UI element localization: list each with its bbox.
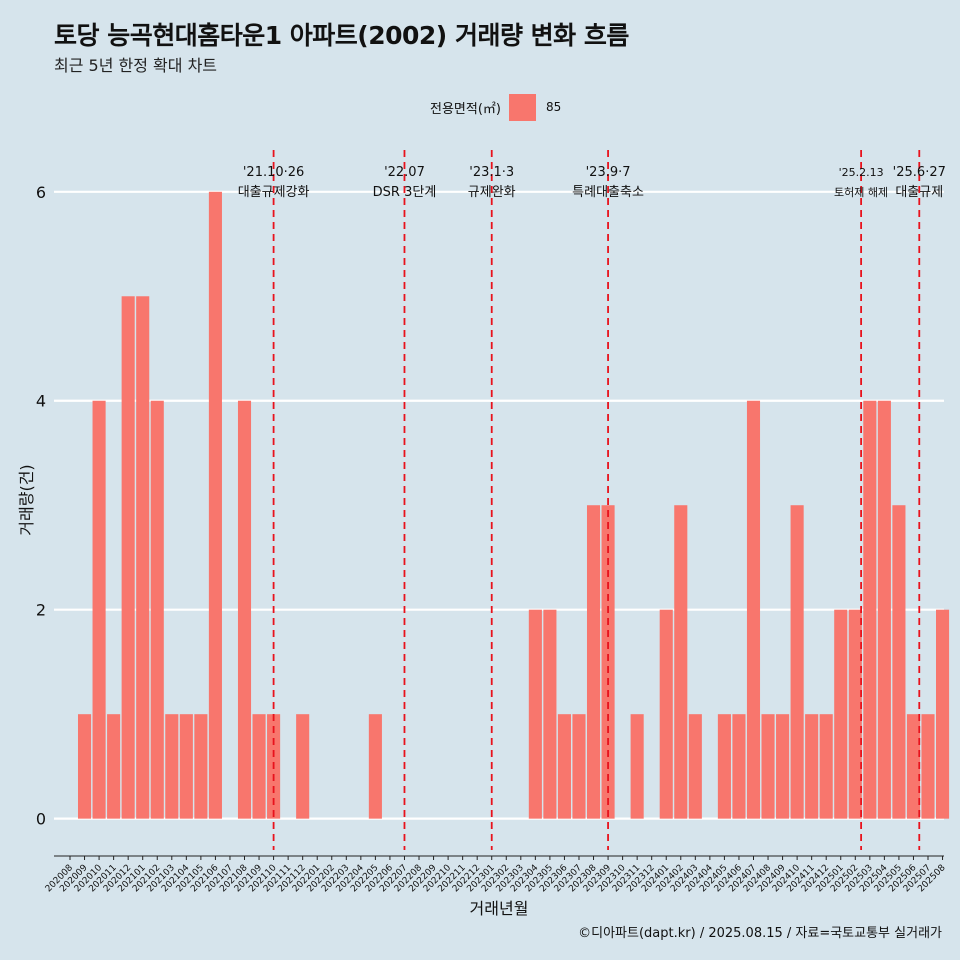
y-tick-label: 2 <box>36 601 46 620</box>
bar <box>557 714 571 819</box>
bar <box>863 400 877 819</box>
event-label: 토허제 해제 <box>834 185 888 199</box>
bar <box>296 714 310 819</box>
event-label: DSR 3단계 <box>373 185 437 200</box>
legend-item-label: 85 <box>545 100 562 114</box>
bar <box>150 400 164 819</box>
bar <box>165 714 179 819</box>
event-date: '25.2.13 <box>839 166 884 179</box>
bar <box>746 400 761 819</box>
bar <box>572 714 586 819</box>
source-caption: ©디아파트(dapt.kr) / 2025.08.15 / 자료=국토교통부 실… <box>578 926 942 941</box>
bar <box>528 609 542 819</box>
bar <box>601 505 615 819</box>
event-date: '23.1·3 <box>469 165 514 180</box>
bar <box>92 400 106 819</box>
bar <box>368 714 382 819</box>
bar <box>121 296 135 819</box>
x-axis-title: 거래년월 <box>470 899 529 918</box>
bar <box>659 609 673 819</box>
event-label: 대출규제 <box>895 185 943 200</box>
y-tick-label: 6 <box>36 183 46 202</box>
bar <box>77 714 92 819</box>
bar <box>892 505 906 819</box>
bar <box>688 714 702 819</box>
event-label: 특례대출축소 <box>572 185 644 200</box>
bar <box>674 505 688 819</box>
bar <box>834 609 848 819</box>
y-tick-label: 0 <box>36 810 46 829</box>
legend: 전용면적(㎡) 85 <box>430 93 561 121</box>
bar <box>819 714 833 819</box>
bar <box>761 714 775 819</box>
bar <box>877 400 891 819</box>
y-tick-label: 4 <box>36 392 46 411</box>
bar <box>237 400 252 819</box>
y-axis-title: 거래량(건) <box>17 464 36 535</box>
bar <box>107 714 121 819</box>
event-date: '25.6·27 <box>893 165 946 180</box>
event-label: 규제완화 <box>468 185 516 200</box>
bar <box>208 191 222 819</box>
event-date: '23.9·7 <box>586 165 631 180</box>
legend-swatch <box>508 93 536 121</box>
bar <box>936 609 950 819</box>
bar <box>921 714 935 819</box>
bar <box>194 714 208 819</box>
bar <box>136 296 150 819</box>
bar <box>805 714 819 819</box>
event-date: '21.10·26 <box>243 165 304 180</box>
bar <box>179 714 193 819</box>
bar <box>848 609 862 819</box>
event-label: 대출규제강화 <box>238 185 310 200</box>
bar <box>630 714 644 819</box>
bar <box>776 714 790 819</box>
bar <box>586 505 601 819</box>
event-date: '22.07 <box>384 165 425 180</box>
bar <box>732 714 746 819</box>
chart-title: 토당 능곡현대홈타운1 아파트(2002) 거래량 변화 흐름 <box>54 21 629 50</box>
legend-title: 전용면적(㎡) <box>430 101 501 117</box>
bar <box>717 714 731 819</box>
bar <box>543 609 557 819</box>
chart-subtitle: 최근 5년 한정 확대 차트 <box>54 56 218 75</box>
bar <box>790 505 804 819</box>
bar <box>252 714 266 819</box>
bar <box>906 714 921 819</box>
